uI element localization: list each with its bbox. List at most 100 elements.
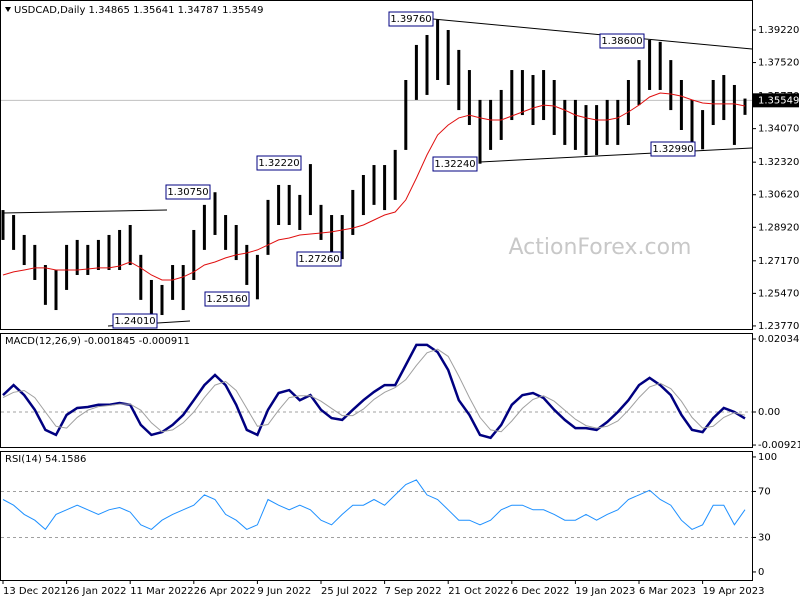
price-bar bbox=[277, 184, 281, 225]
last-price-label: 1.35549 bbox=[758, 95, 799, 106]
trend-line bbox=[479, 147, 753, 163]
price-bar bbox=[584, 105, 588, 156]
price-annotation: 1.32990 bbox=[652, 144, 693, 155]
price-bar bbox=[1, 210, 5, 240]
y-tick-label: 1.23770 bbox=[758, 321, 799, 332]
price-bar bbox=[22, 234, 26, 266]
price-bar bbox=[139, 254, 143, 300]
price-bar bbox=[436, 19, 440, 80]
y-tick-label: 1.25470 bbox=[758, 288, 799, 299]
price-bar bbox=[245, 244, 249, 285]
x-tick-label: 7 Sep 2022 bbox=[385, 586, 442, 597]
x-tick-label: 26 Jan 2022 bbox=[67, 586, 127, 597]
x-tick-label: 21 Oct 2022 bbox=[448, 586, 510, 597]
price-bar bbox=[510, 70, 514, 121]
price-bar bbox=[160, 284, 164, 316]
indicator-line bbox=[2, 348, 746, 433]
y-tick-label: 0 bbox=[758, 567, 764, 578]
price-annotation-box bbox=[432, 156, 478, 172]
y-tick-label: 1.37520 bbox=[758, 58, 799, 69]
price-bar bbox=[308, 164, 312, 216]
watermark: ActionForex.com bbox=[509, 235, 692, 260]
price-bar bbox=[33, 244, 37, 280]
y-tick-label: 1.32320 bbox=[758, 157, 799, 168]
price-bar bbox=[711, 79, 715, 126]
y-tick-label: 30 bbox=[758, 532, 771, 543]
price-bar bbox=[298, 194, 302, 230]
price-bar bbox=[213, 192, 217, 235]
price-bar bbox=[96, 239, 100, 271]
price-annotation-box bbox=[204, 291, 250, 307]
x-tick-label: 26 Apr 2022 bbox=[194, 586, 256, 597]
price-annotation: 1.24010 bbox=[114, 316, 155, 327]
price-annotation-box bbox=[650, 141, 696, 157]
price-bar bbox=[701, 110, 705, 150]
y-tick-label: 1.27170 bbox=[758, 256, 799, 267]
price-annotation-box bbox=[112, 313, 158, 329]
price-bar bbox=[669, 60, 673, 111]
price-bar bbox=[266, 199, 270, 255]
last-price-box bbox=[753, 93, 799, 108]
price-bar bbox=[478, 99, 482, 164]
indicator-line bbox=[2, 343, 746, 440]
indicator-line bbox=[2, 479, 746, 531]
moving-average bbox=[2, 92, 746, 281]
price-bar bbox=[351, 189, 355, 235]
price-bar bbox=[499, 89, 503, 140]
price-bar bbox=[732, 84, 736, 145]
x-tick-label: 9 Jun 2022 bbox=[257, 586, 311, 597]
price-bar bbox=[65, 244, 69, 290]
price-pane bbox=[0, 0, 753, 330]
y-tick-label: 1.28920 bbox=[758, 222, 799, 233]
price-bar bbox=[234, 224, 238, 261]
macd-title: MACD(12,26,9) -0.001845 -0.000911 bbox=[5, 336, 190, 347]
menu-icon bbox=[5, 7, 11, 12]
price-bar bbox=[648, 39, 652, 90]
price-bar bbox=[595, 105, 599, 156]
x-tick-label: 13 Dec 2021 bbox=[3, 586, 67, 597]
price-bar bbox=[12, 215, 16, 250]
price-bar bbox=[361, 175, 365, 216]
price-bar bbox=[340, 215, 344, 260]
price-bar bbox=[372, 165, 376, 205]
price-annotation: 1.30750 bbox=[167, 187, 208, 198]
macd-pane bbox=[0, 333, 753, 448]
price-bar bbox=[330, 215, 334, 255]
price-annotation-box bbox=[165, 184, 211, 200]
price-annotation: 1.32240 bbox=[434, 159, 475, 170]
price-annotation: 1.39760 bbox=[390, 14, 431, 25]
x-tick-label: 11 Mar 2022 bbox=[130, 586, 193, 597]
price-bar bbox=[542, 70, 546, 121]
y-tick-label: 0.00 bbox=[758, 407, 780, 418]
x-tick-label: 6 Mar 2023 bbox=[639, 586, 696, 597]
price-bar bbox=[457, 49, 461, 111]
price-bar bbox=[658, 41, 662, 90]
x-tick-label: 25 Jul 2022 bbox=[321, 586, 378, 597]
price-bar bbox=[383, 165, 387, 211]
price-bar bbox=[224, 215, 228, 250]
price-bar bbox=[616, 99, 620, 145]
price-bar bbox=[43, 265, 47, 305]
y-tick-label: -0.009215 bbox=[758, 440, 800, 451]
price-bar bbox=[467, 70, 471, 126]
y-tick-label: 1.39220 bbox=[758, 25, 799, 36]
price-bar bbox=[520, 70, 524, 116]
price-annotation: 1.25160 bbox=[206, 294, 247, 305]
price-bar bbox=[552, 79, 556, 135]
x-tick-label: 6 Dec 2022 bbox=[512, 586, 570, 597]
y-tick-label: 1.34070 bbox=[758, 124, 799, 135]
price-bar bbox=[75, 239, 79, 275]
x-tick-label: 19 Apr 2023 bbox=[703, 586, 765, 597]
price-bar bbox=[425, 34, 429, 95]
rsi-title: RSI(14) 54.1586 bbox=[5, 454, 86, 465]
price-bar bbox=[393, 149, 397, 200]
price-annotation-box bbox=[256, 155, 302, 171]
y-tick-label: 1.30620 bbox=[758, 190, 799, 201]
price-annotation-box bbox=[388, 11, 434, 27]
price-annotation: 1.32220 bbox=[258, 158, 299, 169]
price-bar bbox=[181, 265, 185, 311]
price-bar bbox=[202, 204, 206, 250]
price-bar bbox=[446, 30, 450, 85]
price-bar bbox=[573, 99, 577, 150]
